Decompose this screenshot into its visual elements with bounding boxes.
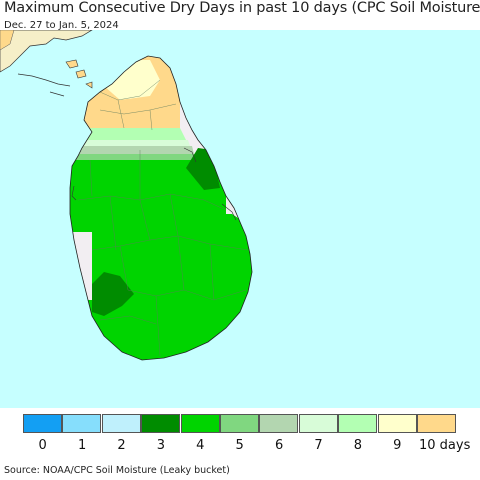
legend-label: 10 days (419, 438, 471, 453)
legend-swatch (141, 414, 181, 433)
zone-3-days-southwest (92, 272, 134, 316)
legend-label: 9 (393, 438, 402, 453)
date-range: Dec. 27 to Jan. 5, 2024 (4, 20, 119, 31)
india-coast (0, 30, 93, 73)
legend-label: 8 (353, 438, 363, 453)
india-coast-fringe (0, 30, 15, 51)
legend-label: 1 (77, 438, 87, 453)
zone-7-days (70, 140, 190, 146)
zone-6-days (70, 146, 194, 154)
legend-label: 4 (196, 438, 205, 453)
small-islands (65, 59, 93, 89)
legend-swatch (101, 414, 141, 433)
map (0, 30, 480, 408)
zone-5-days (70, 154, 196, 160)
district-boundaries (77, 79, 249, 357)
island-outline (69, 55, 253, 361)
legend-label: 5 (235, 438, 244, 453)
legend-label: 6 (274, 438, 284, 453)
legend-swatch (338, 414, 378, 433)
legend-swatch (23, 414, 62, 433)
legend-swatch (62, 414, 102, 433)
legend-label: 2 (117, 438, 126, 453)
legend-swatch (298, 414, 338, 433)
legend-swatch (180, 414, 220, 433)
legend-swatch (417, 414, 456, 433)
legend: 0 1 2 3 4 5 6 7 8 9 10 days (0, 410, 480, 460)
legend-swatch (377, 414, 417, 433)
zone-4-days (70, 150, 252, 360)
legend-swatch (220, 414, 259, 433)
adams-bridge (17, 73, 71, 97)
legend-swatch (259, 414, 299, 433)
map-title: Maximum Consecutive Dry Days in past 10 … (4, 0, 480, 16)
legend-label: 3 (156, 438, 166, 453)
legend-label: 0 (38, 438, 47, 453)
legend-label: 7 (314, 438, 323, 453)
source-note: Source: NOAA/CPC Soil Moisture (Leaky bu… (4, 465, 230, 476)
coastal-lagoons (71, 147, 237, 221)
